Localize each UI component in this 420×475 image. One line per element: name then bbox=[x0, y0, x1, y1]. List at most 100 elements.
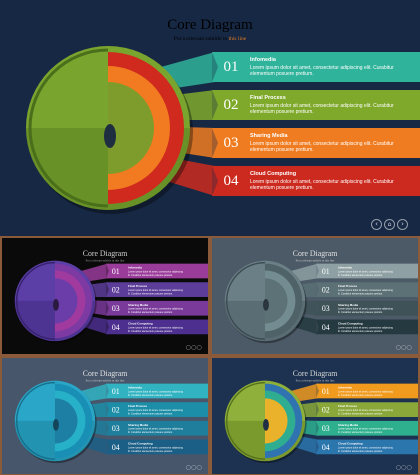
row-body: lit. Curabitur elementum posuere pretium… bbox=[128, 330, 173, 333]
row-body: lit. Curabitur elementum posuere pretium… bbox=[338, 311, 383, 314]
band-notch bbox=[315, 319, 319, 335]
band-2 bbox=[315, 402, 418, 417]
inner-core bbox=[263, 298, 269, 311]
band-1 bbox=[105, 383, 208, 399]
nav-dot bbox=[395, 465, 401, 470]
row-heading: Final Process bbox=[128, 404, 147, 408]
row-heading: Infomedia bbox=[338, 266, 352, 270]
band-3 bbox=[105, 300, 208, 316]
row-number: 01 bbox=[223, 58, 239, 75]
thumb-slide-purple[interactable]: Core Diagram Put a relevant subtitle in t… bbox=[2, 238, 208, 354]
subtitle-highlight: this line bbox=[228, 36, 247, 42]
band-notch bbox=[105, 282, 109, 297]
list-item: 02 Final Process Lorem ipsum dolor sit ame… bbox=[212, 90, 420, 120]
band-3 bbox=[105, 420, 208, 436]
row-number: 03 bbox=[322, 424, 330, 433]
band-4 bbox=[105, 439, 208, 455]
row-text: Cloud Computing Lorem ipsum dolor sit ame… bbox=[250, 171, 412, 191]
subtitle-main: Put a relevant subtitle in bbox=[173, 36, 229, 42]
band-notch bbox=[315, 402, 319, 417]
list-item: 03 Sharing Media Lorem ipsum dolor sit ame… bbox=[212, 128, 420, 158]
band-2 bbox=[105, 402, 208, 417]
core-layer-3 bbox=[264, 278, 288, 324]
core-layer-3 bbox=[264, 398, 288, 444]
row-number: 03 bbox=[112, 304, 120, 313]
row-body: lit. Curabitur elementum posuere pretium… bbox=[128, 311, 173, 314]
nav-dot bbox=[191, 345, 197, 350]
row-heading: Cloud Computing bbox=[128, 321, 153, 325]
slide-title: Core Diagram bbox=[293, 249, 338, 258]
slide-subtitle: Put a relevant subtitle in this line bbox=[296, 259, 335, 263]
row-number: 04 bbox=[322, 323, 330, 332]
row-body: Lorem ipsum dolor sit amet, consectetur … bbox=[128, 308, 184, 311]
row-heading: Final Process bbox=[338, 284, 357, 288]
core-globe bbox=[26, 46, 420, 214]
band-notch bbox=[212, 90, 218, 120]
cut-edge bbox=[15, 261, 55, 340]
row-text: Infomedia Lorem ipsum dolor sit amet, con… bbox=[250, 57, 412, 77]
row-body: Lorem ipsum dolor sit amet, consectetur … bbox=[250, 103, 394, 115]
row-number: 02 bbox=[112, 286, 120, 295]
row-body: lit. Curabitur elementum posuere pretium… bbox=[338, 394, 383, 397]
row-text: Final Process Lorem ipsum dolor sit amet,… bbox=[250, 95, 412, 115]
row-number: 02 bbox=[223, 96, 239, 113]
row-body: Lorem ipsum dolor sit amet, consectetur … bbox=[338, 390, 394, 393]
cut-edge bbox=[15, 381, 55, 460]
band-3 bbox=[212, 128, 420, 158]
row-body: lit. Curabitur elementum posuere pretium… bbox=[128, 293, 173, 296]
row-heading: Infomedia bbox=[128, 266, 142, 270]
row-number: 02 bbox=[322, 286, 330, 295]
nav-dot bbox=[185, 345, 191, 350]
row-body: Lorem ipsum dolor sit amet, consectetur … bbox=[128, 289, 184, 292]
band-notch bbox=[315, 439, 319, 455]
nav-dot bbox=[185, 465, 191, 470]
row-body: Lorem ipsum dolor sit amet, consectetur … bbox=[128, 270, 184, 273]
slide-subtitle: Put a relevant subtitle in this line bbox=[0, 36, 420, 42]
row-number: 01 bbox=[112, 267, 120, 276]
nav-dot bbox=[196, 345, 202, 350]
thumb-slide-gray[interactable]: Core Diagram Put a relevant subtitle in t… bbox=[212, 238, 418, 354]
row-number: 01 bbox=[322, 267, 330, 276]
row-heading: Infomedia bbox=[128, 386, 142, 390]
slide-subtitle: Put a relevant subtitle in this line bbox=[86, 379, 125, 383]
inner-core bbox=[104, 124, 116, 148]
prev-button[interactable]: ‹ bbox=[371, 219, 382, 230]
band-1 bbox=[212, 52, 420, 82]
band-notch bbox=[105, 402, 109, 417]
row-heading: Sharing Media bbox=[128, 423, 148, 427]
row-body: Lorem ipsum dolor sit amet, consectetur … bbox=[250, 141, 394, 153]
row-body: lit. Curabitur elementum posuere pretium… bbox=[128, 450, 173, 453]
home-button[interactable]: ⌂ bbox=[384, 219, 395, 230]
thumb-slide-cyan[interactable]: Core Diagram Put a relevant subtitle in t… bbox=[2, 358, 208, 474]
band-notch bbox=[212, 52, 218, 82]
row-heading: Sharing Media bbox=[338, 423, 358, 427]
row-heading: Final Process bbox=[338, 404, 357, 408]
core-layer-3 bbox=[108, 82, 154, 174]
row-heading: Infomedia bbox=[338, 386, 352, 390]
row-number: 04 bbox=[223, 172, 239, 189]
band-1 bbox=[105, 263, 208, 279]
row-text: Sharing Media Lorem ipsum dolor sit amet,… bbox=[250, 133, 412, 153]
thumb-slide-multicolor[interactable]: Core Diagram Put a relevant subtitle in t… bbox=[212, 358, 418, 474]
row-heading: Final Process bbox=[128, 284, 147, 288]
band-4 bbox=[315, 439, 418, 455]
next-button[interactable]: › bbox=[397, 219, 408, 230]
band-notch bbox=[315, 282, 319, 297]
row-heading: Sharing Media bbox=[338, 303, 358, 307]
row-body: Lorem ipsum dolor sit amet, consectetur … bbox=[250, 179, 394, 191]
band-notch bbox=[105, 439, 109, 455]
inner-core bbox=[53, 298, 59, 311]
row-body: Lorem ipsum dolor sit amet, consectetur … bbox=[338, 446, 394, 449]
row-body: Lorem ipsum dolor sit amet, consectetur … bbox=[128, 409, 184, 412]
inner-core bbox=[263, 418, 269, 431]
row-number: 01 bbox=[322, 387, 330, 396]
row-heading: Cloud Computing bbox=[338, 441, 363, 445]
row-number: 02 bbox=[112, 406, 120, 415]
row-body: lit. Curabitur elementum posuere pretium… bbox=[338, 293, 383, 296]
band-2 bbox=[315, 282, 418, 297]
row-body: Lorem ipsum dolor sit amet, consectetur … bbox=[128, 326, 184, 329]
band-notch bbox=[212, 128, 218, 158]
band-notch bbox=[105, 420, 109, 436]
